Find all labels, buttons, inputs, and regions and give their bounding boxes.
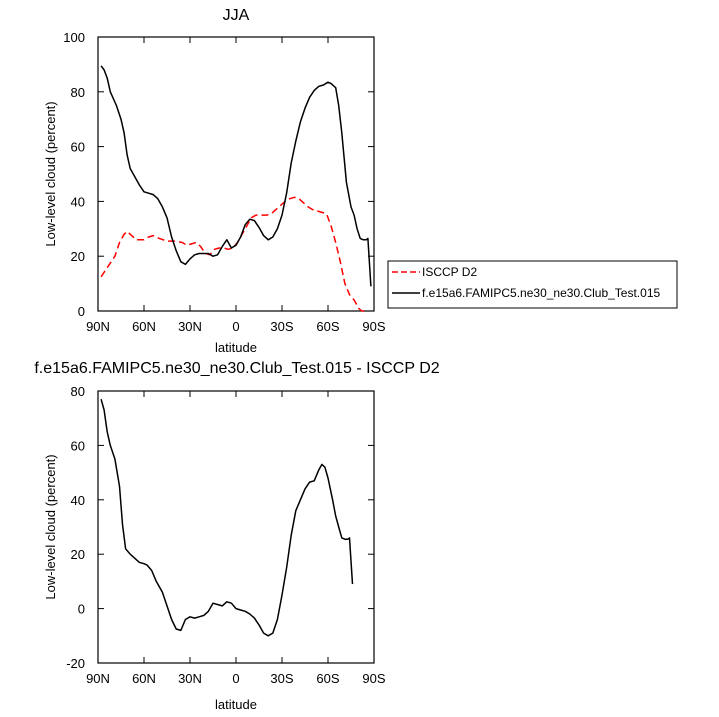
y-tick-label: 80 bbox=[71, 85, 85, 100]
plot-jja-low-level-cloud: JJA latitude Low-level cloud (percent) 9… bbox=[43, 7, 678, 355]
y-tick-label: 0 bbox=[78, 304, 85, 319]
legend-label-model: f.e15a6.FAMIPC5.ne30_ne30.Club_Test.015 bbox=[422, 286, 660, 300]
x-axis-label: latitude bbox=[215, 697, 257, 712]
plot-title: f.e15a6.FAMIPC5.ne30_ne30.Club_Test.015 … bbox=[34, 360, 439, 377]
y-axis-label: Low-level cloud (percent) bbox=[43, 454, 58, 599]
x-tick-label: 60S bbox=[316, 671, 339, 686]
x-tick-label: 30N bbox=[178, 319, 202, 334]
series-group bbox=[100, 65, 372, 312]
x-tick-label: 0 bbox=[232, 319, 239, 334]
legend-label-isccp-d2: ISCCP D2 bbox=[422, 265, 477, 279]
plot-frame bbox=[97, 36, 375, 312]
y-tick-label: 100 bbox=[63, 30, 85, 45]
x-tick-label: 60N bbox=[132, 319, 156, 334]
x-tick-label: 30S bbox=[270, 319, 293, 334]
y-tick-label: -20 bbox=[66, 656, 85, 671]
plot-difference-low-level-cloud: f.e15a6.FAMIPC5.ne30_ne30.Club_Test.015 … bbox=[34, 360, 439, 712]
y-tick-label: 40 bbox=[71, 493, 85, 508]
x-tick-label: 30N bbox=[178, 671, 202, 686]
series-group bbox=[100, 398, 354, 637]
y-tick-label: 60 bbox=[71, 140, 85, 155]
y-tick-label: 0 bbox=[78, 602, 85, 617]
x-tick-label: 0 bbox=[232, 671, 239, 686]
axis-ticks: 90N 60N 30N 0 30S 60S 90S 0 20 40 60 80 100 bbox=[63, 30, 386, 334]
series-line-isccp-d2 bbox=[100, 196, 367, 312]
plot-title: JJA bbox=[223, 7, 250, 24]
x-tick-label: 90N bbox=[86, 319, 110, 334]
x-tick-label: 90S bbox=[362, 319, 385, 334]
y-tick-label: 80 bbox=[71, 384, 85, 399]
series-line-f-e15a6-famipc5-ne30-ne30-club-test-015 bbox=[100, 65, 372, 287]
x-axis-label: latitude bbox=[215, 340, 257, 355]
legend: ISCCP D2 f.e15a6.FAMIPC5.ne30_ne30.Club_… bbox=[387, 260, 678, 309]
y-tick-label: 40 bbox=[71, 194, 85, 209]
y-tick-label: 60 bbox=[71, 438, 85, 453]
plot-frame bbox=[97, 390, 375, 664]
y-axis-label: Low-level cloud (percent) bbox=[43, 101, 58, 246]
series-line-difference bbox=[100, 398, 354, 637]
y-tick-label: 20 bbox=[71, 547, 85, 562]
legend-box bbox=[387, 260, 678, 309]
x-tick-label: 90S bbox=[362, 671, 385, 686]
x-tick-label: 60S bbox=[316, 319, 339, 334]
axis-ticks: 90N 60N 30N 0 30S 60S 90S -20 0 20 40 60 80 bbox=[66, 384, 386, 686]
y-tick-label: 20 bbox=[71, 249, 85, 264]
x-tick-label: 90N bbox=[86, 671, 110, 686]
x-tick-label: 30S bbox=[270, 671, 293, 686]
x-tick-label: 60N bbox=[132, 671, 156, 686]
